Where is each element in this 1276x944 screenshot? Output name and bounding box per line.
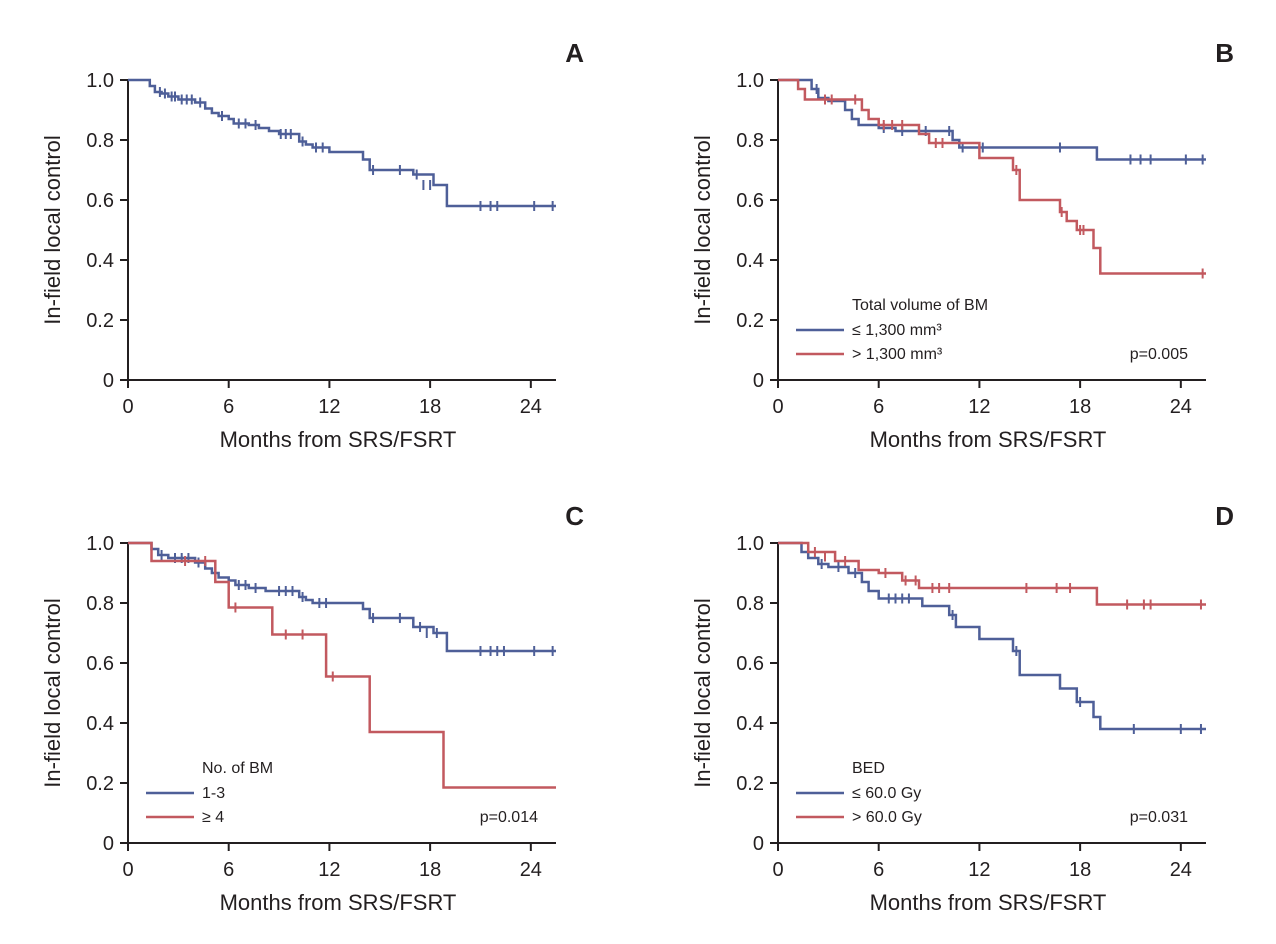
y-tick-label: 0.6 bbox=[86, 653, 114, 675]
legend-title: BED bbox=[852, 760, 885, 777]
y-tick-label: 0.8 bbox=[86, 130, 114, 152]
y-tick-label: 0.8 bbox=[736, 593, 764, 615]
x-tick-label: 24 bbox=[520, 396, 542, 418]
km-curve-red bbox=[128, 541, 556, 789]
y-tick-label: 0.2 bbox=[86, 310, 114, 332]
x-tick-label: 12 bbox=[968, 859, 990, 881]
y-tick-label: 0.6 bbox=[86, 190, 114, 212]
panel-C: 0 0.2 0.4 0.6 0.8 1.0 0 6 12 18 24 Months from SRS/… bbox=[40, 501, 584, 915]
x-tick-label: 18 bbox=[419, 859, 441, 881]
y-tick-label: 1.0 bbox=[86, 70, 114, 92]
x-axis-title: Months from SRS/FSRT bbox=[220, 427, 457, 452]
legend-label: ≤ 60.0 Gy bbox=[852, 785, 921, 802]
y-tick-label: 0 bbox=[753, 833, 764, 855]
y-tick-label: 0.8 bbox=[736, 130, 764, 152]
x-tick-label: 0 bbox=[772, 396, 783, 418]
legend-title: Total volume of BM bbox=[852, 297, 988, 314]
y-tick-label: 0.4 bbox=[736, 250, 764, 272]
y-tick-label: 0.6 bbox=[736, 653, 764, 675]
y-tick-label: 0.4 bbox=[86, 713, 114, 735]
y-tick-label: 0.4 bbox=[736, 713, 764, 735]
x-axis-title: Months from SRS/FSRT bbox=[870, 427, 1107, 452]
y-tick-label: 0.6 bbox=[736, 190, 764, 212]
x-tick-label: 18 bbox=[419, 396, 441, 418]
panel-A: 0 0.2 0.4 0.6 0.8 1.0 0 6 12 18 24 Months from SRS/… bbox=[40, 38, 584, 452]
y-tick-label: 0 bbox=[103, 833, 114, 855]
y-tick-label: 0.2 bbox=[736, 773, 764, 795]
legend-title: No. of BM bbox=[202, 760, 273, 777]
legend-label: > 1,300 mm³ bbox=[852, 346, 943, 363]
y-axis-title: In-field local control bbox=[40, 135, 65, 325]
y-tick-label: 0.2 bbox=[736, 310, 764, 332]
km-curve-blue bbox=[778, 78, 1206, 161]
x-tick-label: 6 bbox=[223, 396, 234, 418]
x-tick-label: 0 bbox=[772, 859, 783, 881]
p-value: p=0.031 bbox=[1130, 809, 1188, 826]
y-axis-title: In-field local control bbox=[690, 598, 715, 788]
y-axis-title: In-field local control bbox=[40, 598, 65, 788]
legend-label: 1-3 bbox=[202, 785, 225, 802]
km-curve-blue bbox=[778, 541, 1206, 731]
p-value: p=0.014 bbox=[480, 809, 538, 826]
x-tick-label: 12 bbox=[318, 859, 340, 881]
x-tick-label: 6 bbox=[223, 859, 234, 881]
y-tick-label: 0 bbox=[103, 370, 114, 392]
x-tick-label: 12 bbox=[968, 396, 990, 418]
y-axis-title: In-field local control bbox=[690, 135, 715, 325]
x-tick-label: 18 bbox=[1069, 859, 1091, 881]
km-curve-blue bbox=[128, 78, 556, 208]
y-tick-label: 1.0 bbox=[736, 70, 764, 92]
y-tick-label: 0.4 bbox=[86, 250, 114, 272]
y-tick-label: 1.0 bbox=[736, 533, 764, 555]
p-value: p=0.005 bbox=[1130, 346, 1188, 363]
panel-B: 0 0.2 0.4 0.6 0.8 1.0 0 6 12 18 24 Months from SRS/… bbox=[690, 38, 1234, 452]
km-curve-blue bbox=[128, 541, 556, 653]
x-tick-label: 0 bbox=[122, 396, 133, 418]
x-tick-label: 18 bbox=[1069, 396, 1091, 418]
panel-D: 0 0.2 0.4 0.6 0.8 1.0 0 6 12 18 24 Months from SRS/… bbox=[690, 501, 1234, 915]
x-tick-label: 24 bbox=[520, 859, 542, 881]
legend-label: ≥ 4 bbox=[202, 809, 224, 826]
x-axis-title: Months from SRS/FSRT bbox=[220, 890, 457, 915]
legend-label: ≤ 1,300 mm³ bbox=[852, 322, 942, 339]
x-tick-label: 12 bbox=[318, 396, 340, 418]
y-tick-label: 0.2 bbox=[86, 773, 114, 795]
x-tick-label: 24 bbox=[1170, 859, 1192, 881]
km-curve-red bbox=[778, 541, 1206, 606]
legend-label: > 60.0 Gy bbox=[852, 809, 922, 826]
km-curve-red bbox=[778, 78, 1206, 275]
panel-label: A bbox=[565, 38, 584, 68]
y-tick-label: 0 bbox=[753, 370, 764, 392]
y-tick-label: 1.0 bbox=[86, 533, 114, 555]
x-axis-title: Months from SRS/FSRT bbox=[870, 890, 1107, 915]
x-tick-label: 0 bbox=[122, 859, 133, 881]
x-tick-label: 24 bbox=[1170, 396, 1192, 418]
panel-label: C bbox=[565, 501, 584, 531]
panel-label: B bbox=[1215, 38, 1234, 68]
y-tick-label: 0.8 bbox=[86, 593, 114, 615]
x-tick-label: 6 bbox=[873, 859, 884, 881]
panel-label: D bbox=[1215, 501, 1234, 531]
x-tick-label: 6 bbox=[873, 396, 884, 418]
